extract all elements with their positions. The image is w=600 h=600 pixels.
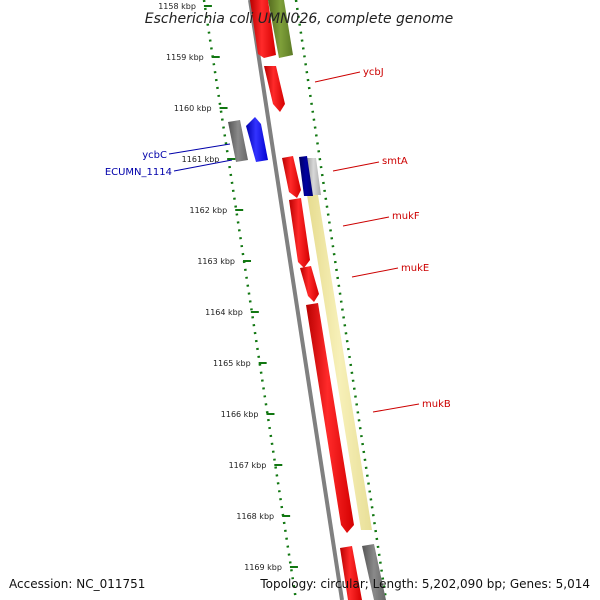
gene-labels: ycbJ smtA mukF mukE mukB ycbC ECUMN_1114 — [105, 67, 451, 413]
gene-leader-line — [372, 403, 420, 413]
gene-leader-line — [173, 159, 233, 172]
gene-label: mukB — [422, 399, 451, 410]
operon-region — [307, 195, 372, 530]
kbp-tick-label: 1168 kbp — [236, 512, 274, 521]
gene-ECUMN_1114 — [228, 120, 248, 162]
gene-navy — [299, 156, 313, 196]
kbp-tick-label: 1162 kbp — [189, 206, 227, 215]
kbp-tick-label: 1160 kbp — [174, 104, 212, 113]
kbp-tick-label: 1161 kbp — [182, 155, 220, 164]
kbp-tick-label: 1167 kbp — [229, 461, 267, 470]
gene-label: ycbJ — [363, 67, 384, 78]
genome-backbone — [248, 0, 344, 600]
gene-red-bottom — [340, 546, 362, 600]
gene-smtA — [282, 156, 301, 198]
kbp-ticks: 1158 kbp 1159 kbp 1160 kbp 1161 kbp 1162 kbp… — [158, 2, 298, 572]
kbp-tick-label: 1158 kbp — [158, 2, 196, 11]
gene-label: ycbC — [142, 150, 167, 161]
kbp-tick-label: 1163 kbp — [197, 257, 235, 266]
inner-tick-ring — [202, 0, 298, 600]
gene-mukB — [306, 303, 354, 533]
topology-text: Topology: circular; Length: 5,202,090 bp… — [260, 577, 590, 591]
gene-label: mukF — [392, 211, 420, 222]
gene-leader-line — [332, 161, 380, 172]
kbp-tick-label: 1165 kbp — [213, 359, 251, 368]
gene-ycbC — [246, 117, 268, 162]
gene-ycbJ — [264, 66, 285, 112]
gene-mukE — [300, 266, 319, 302]
gene-olive — [268, 0, 293, 58]
gene-leader-line — [351, 267, 399, 278]
gene-mukF — [289, 198, 310, 268]
kbp-tick-label: 1159 kbp — [166, 53, 204, 62]
gene-label: mukE — [401, 263, 429, 274]
kbp-tick-label: 1166 kbp — [221, 410, 259, 419]
gene-leader-line — [168, 143, 231, 155]
gene-leader-line — [314, 71, 361, 83]
gene-label: smtA — [382, 156, 408, 167]
gene-gray-bottom — [362, 544, 386, 600]
accession-text: Accession: NC_011751 — [9, 577, 146, 591]
kbp-tick-label: 1169 kbp — [244, 563, 282, 572]
gene-leader-line — [342, 216, 390, 227]
map-title: Escherichia coli UMN026, complete genome — [145, 11, 453, 27]
outer-tick-ring — [294, 0, 388, 600]
kbp-tick-label: 1164 kbp — [205, 308, 243, 317]
gene-label: ECUMN_1114 — [105, 167, 172, 178]
gene-red-top — [250, 0, 276, 58]
